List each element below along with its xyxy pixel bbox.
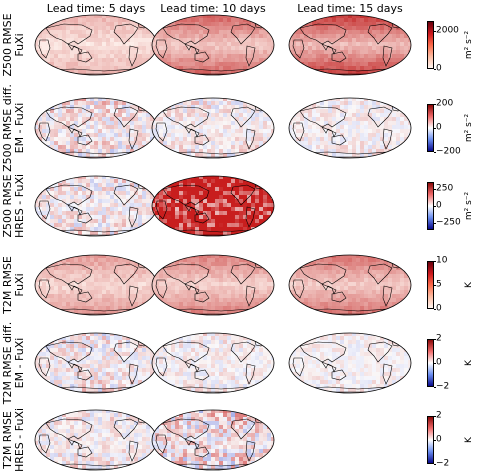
- colorbar-tick-label: 0: [436, 436, 442, 445]
- map-panel-r6-c2: [151, 409, 275, 471]
- map-svg: [151, 97, 275, 159]
- map-panel-r6-c1: [34, 409, 158, 471]
- map-svg: [288, 332, 412, 394]
- map-panel-r2-c3: [288, 97, 412, 159]
- colorbar-tick-label: −2: [436, 383, 449, 392]
- colorbar-tick-label: −250: [436, 219, 461, 228]
- map-svg: [34, 14, 158, 76]
- row-label-line: HRES - FuXi: [14, 174, 26, 238]
- map-panel-r3-c2: [151, 175, 275, 237]
- colorbar-unit-text: m² s⁻²: [464, 192, 474, 220]
- colorbar-tick-label: 200: [436, 100, 453, 109]
- row-label-line: FuXi: [14, 256, 26, 314]
- map-panel-r4-c1: [34, 254, 158, 316]
- colorbar-unit-text: K: [464, 282, 474, 288]
- map-panel-r3-c1: [34, 175, 158, 237]
- colorbar-unit-text: m² s⁻²: [464, 114, 474, 142]
- map-svg: [151, 254, 275, 316]
- map-svg: [34, 332, 158, 394]
- colorbar-gradient: [427, 339, 434, 387]
- map-panel-r4-c3: [288, 254, 412, 316]
- colorbar-unit-text: m² s⁻²: [464, 31, 474, 59]
- map-svg: [34, 97, 158, 159]
- map-panel-r5-c2: [151, 332, 275, 394]
- map-panel-r1-c3: [288, 14, 412, 76]
- map-svg: [34, 254, 158, 316]
- colorbar-tick-label: 250: [436, 184, 453, 193]
- map-panel-r1-c2: [151, 14, 275, 76]
- map-svg: [34, 409, 158, 471]
- colorbar-tick-label: 0: [436, 305, 442, 314]
- map-panel-r1-c1: [34, 14, 158, 76]
- row-label-text: T2M RMSE diff.EM - FuXi: [2, 322, 26, 404]
- map-panel-r5-c1: [34, 332, 158, 394]
- colorbar-unit-text: K: [464, 437, 474, 443]
- row-label-text: Z500 RMSE diff.EM - FuXi: [2, 84, 26, 172]
- map-svg: [288, 254, 412, 316]
- colorbar-tick-label: 2000: [436, 26, 459, 35]
- row-label-line: EM - FuXi: [14, 84, 26, 172]
- map-panel-r2-c2: [151, 97, 275, 159]
- colorbar-gradient: [427, 261, 434, 309]
- colorbar-tick-label: 0: [436, 65, 442, 74]
- map-panel-r2-c1: [34, 97, 158, 159]
- map-svg: [151, 409, 275, 471]
- row-label-line: FuXi: [14, 13, 26, 76]
- row-label-line: EM - FuXi: [14, 322, 26, 404]
- colorbar-gradient: [427, 416, 434, 464]
- row-label-line: HRES - FuXi: [14, 408, 26, 472]
- colorbar-tick-label: 5: [436, 281, 442, 290]
- colorbar-tick-label: 2: [436, 412, 442, 421]
- colorbar-tick-label: 0: [436, 202, 442, 211]
- colorbar-tick-label: 10: [436, 257, 447, 266]
- map-svg: [151, 14, 275, 76]
- map-svg: [151, 175, 275, 237]
- colorbar-tick-label: −200: [436, 148, 461, 157]
- map-svg: [34, 175, 158, 237]
- map-svg: [288, 97, 412, 159]
- map-svg: [288, 14, 412, 76]
- map-svg: [151, 332, 275, 394]
- colorbar-gradient: [427, 182, 434, 230]
- colorbar-gradient: [427, 21, 434, 69]
- colorbar-tick-label: 0: [436, 124, 442, 133]
- colorbar-gradient: [427, 104, 434, 152]
- map-panel-r4-c2: [151, 254, 275, 316]
- map-panel-r5-c3: [288, 332, 412, 394]
- colorbar-tick-label: −2: [436, 460, 449, 469]
- colorbar-tick-label: 2: [436, 335, 442, 344]
- colorbar-unit-text: K: [464, 360, 474, 366]
- colorbar-tick-label: 0: [436, 359, 442, 368]
